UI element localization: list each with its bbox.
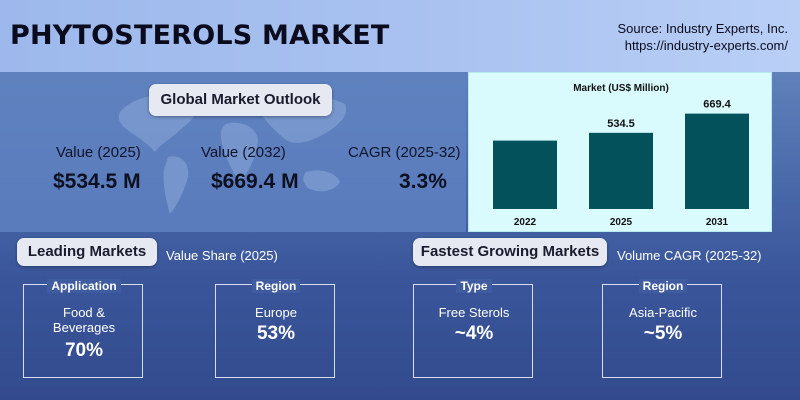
source-line: Source: Industry Experts, Inc. bbox=[617, 21, 788, 36]
card-head: Region bbox=[638, 279, 688, 293]
market-bar-chart: Market (US$ Million) 2022 534.5 2025 669.4 20… bbox=[493, 83, 749, 228]
data-label-2025: 534.5 bbox=[607, 118, 635, 130]
card-line: Free Sterols bbox=[438, 305, 510, 320]
card-head: Application bbox=[47, 279, 121, 293]
leading-markets-sublabel: Value Share (2025) bbox=[166, 248, 278, 263]
bar-2031 bbox=[685, 113, 749, 209]
bar-2022 bbox=[493, 140, 557, 209]
chart-title: Market (US$ Million) bbox=[573, 83, 669, 94]
card-value: 53% bbox=[256, 323, 296, 344]
market-chart-panel: Market (US$ Million) 2022 534.5 2025 669.4 20… bbox=[468, 72, 772, 232]
outlook-panel: Global Market Outlook Value (2025) $534.… bbox=[0, 72, 466, 232]
metric-label-value-2025: Value (2025) bbox=[56, 144, 141, 161]
leading-card-region: Region Europe 53% bbox=[215, 279, 335, 378]
fastest-growing-sublabel: Volume CAGR (2025-32) bbox=[617, 248, 762, 263]
bar-2025 bbox=[589, 132, 653, 209]
leading-markets-heading: Leading Markets bbox=[17, 238, 157, 266]
x-tick-2022: 2022 bbox=[514, 217, 537, 228]
page-title: PHYTOSTEROLS MARKET bbox=[10, 20, 390, 51]
outlook-heading: Global Market Outlook bbox=[149, 84, 332, 116]
fastest-card-region: Region Asia-Pacific ~5% bbox=[602, 279, 722, 378]
card-line: Asia-Pacific bbox=[629, 305, 697, 320]
metric-value-2032: $669.4 M bbox=[211, 170, 299, 193]
card-head: Type bbox=[456, 279, 492, 293]
card-line: Food & bbox=[63, 305, 105, 320]
metric-value-cagr: 3.3% bbox=[399, 170, 447, 193]
metric-label-cagr: CAGR (2025-32) bbox=[348, 144, 461, 161]
header-banner: PHYTOSTEROLS MARKET Source: Industry Exp… bbox=[0, 0, 800, 72]
metric-label-value-2032: Value (2032) bbox=[201, 144, 286, 161]
card-line: Europe bbox=[255, 305, 297, 320]
card-line: Beverages bbox=[52, 320, 116, 335]
source-note: Source: Industry Experts, Inc. https://i… bbox=[617, 20, 788, 54]
x-tick-2031: 2031 bbox=[706, 217, 729, 228]
card-value: ~4% bbox=[454, 323, 494, 344]
source-url: https://industry-experts.com/ bbox=[624, 38, 788, 53]
card-head: Region bbox=[251, 279, 301, 293]
x-tick-2025: 2025 bbox=[610, 217, 633, 228]
card-value: 70% bbox=[64, 340, 104, 361]
data-label-2031: 669.4 bbox=[703, 99, 731, 111]
metric-value-2025: $534.5 M bbox=[53, 170, 141, 193]
leading-card-application: Application Food & Beverages 70% bbox=[23, 279, 143, 378]
card-value: ~5% bbox=[643, 323, 683, 344]
fastest-card-type: Type Free Sterols ~4% bbox=[413, 279, 533, 378]
fastest-growing-heading: Fastest Growing Markets bbox=[413, 238, 607, 266]
